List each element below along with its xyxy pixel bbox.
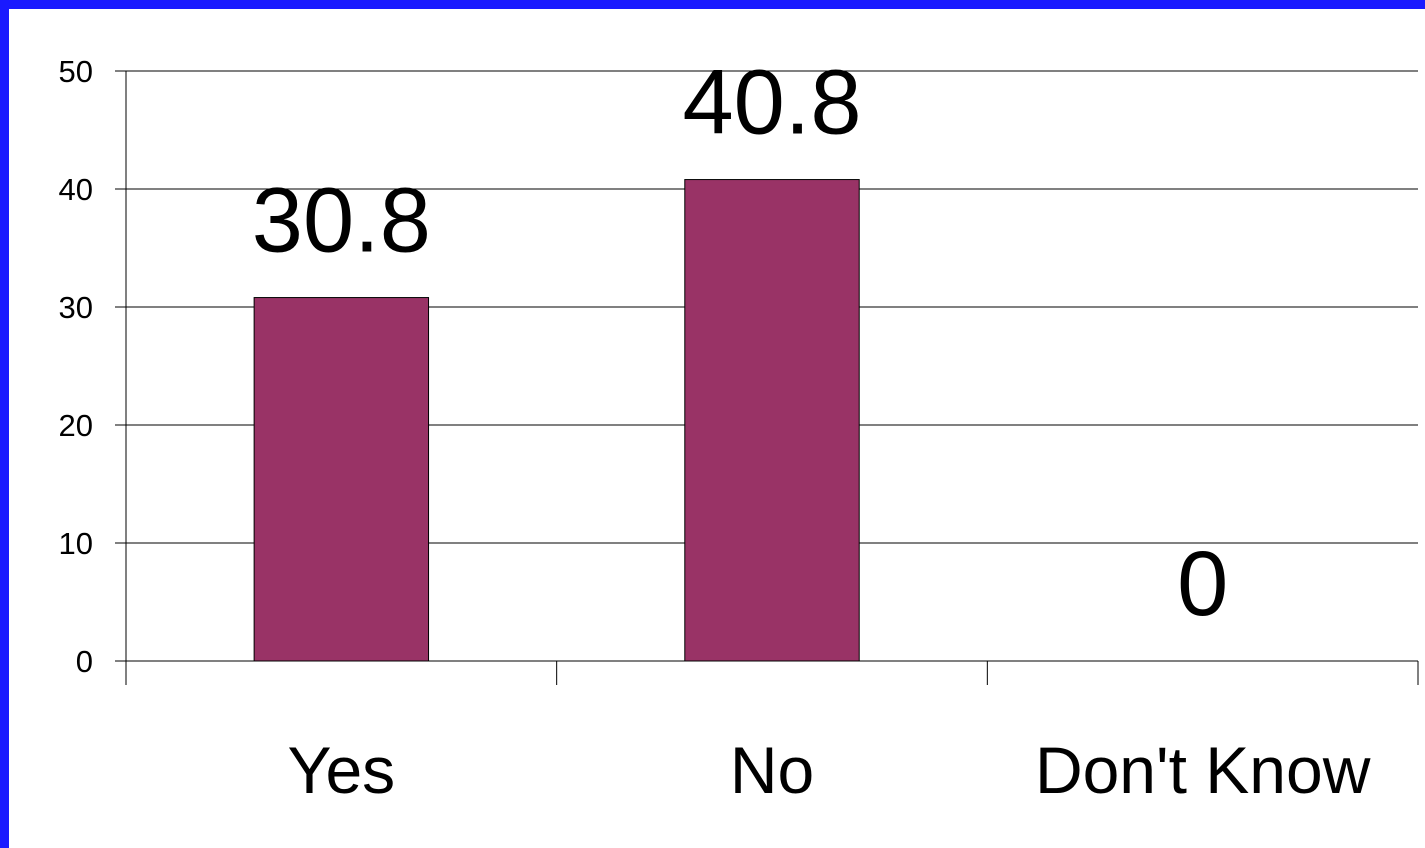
data-label: 0 (1177, 533, 1228, 635)
y-tick-label: 40 (59, 172, 93, 207)
x-tick-label: Yes (287, 733, 395, 807)
y-tick-label: 20 (59, 408, 93, 443)
x-tick-label: Don't Know (1035, 733, 1371, 807)
bar-no (685, 180, 859, 661)
x-tick-labels: Yes No Don't Know (287, 733, 1370, 807)
chart-frame: 0 10 20 30 40 50 Yes No Don't Know 30.8 40.8 0 (9, 9, 1425, 848)
data-label: 30.8 (252, 170, 431, 272)
y-tick-label: 30 (59, 290, 93, 325)
y-tick-label: 0 (76, 644, 93, 679)
x-tick-label: No (730, 733, 814, 807)
y-tick-labels: 0 10 20 30 40 50 (59, 54, 93, 679)
data-label: 40.8 (682, 52, 861, 154)
y-tick-label: 10 (59, 526, 93, 561)
bar-yes (254, 298, 428, 661)
y-tick-label: 50 (59, 54, 93, 89)
bar-chart: 0 10 20 30 40 50 Yes No Don't Know 30.8 40.8 0 (9, 9, 1425, 848)
